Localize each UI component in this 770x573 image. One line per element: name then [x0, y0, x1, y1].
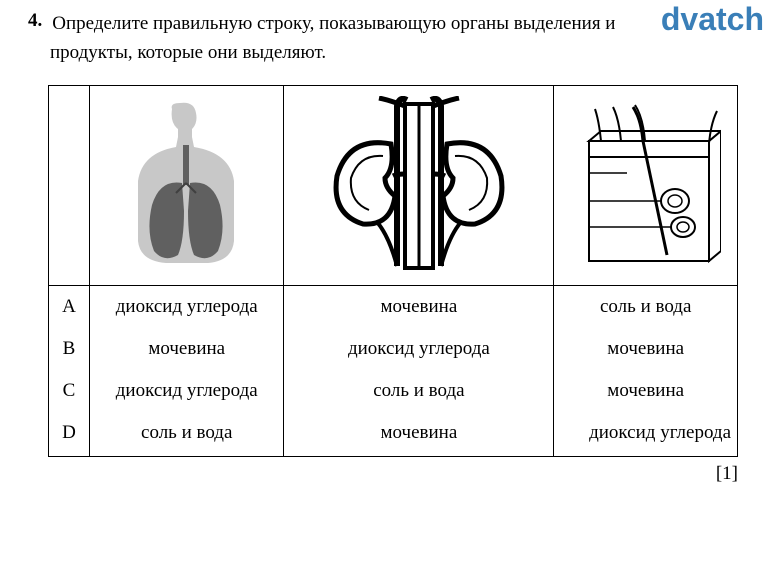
question-line1: Определите правильную строку, показывающ…: [52, 13, 615, 34]
row-letter: D: [49, 412, 90, 457]
cell-a3: соль и вода: [554, 286, 738, 329]
question-block: 4. Определите правильную строку, показыв…: [0, 0, 770, 67]
cell-d1: соль и вода: [90, 412, 284, 457]
question-number: 4.: [28, 10, 42, 32]
cell-a2: мочевина: [284, 286, 554, 329]
organ-image-skin: [554, 86, 738, 286]
cell-b3: мочевина: [554, 328, 738, 370]
row-letter: A: [49, 286, 90, 329]
cell-c3: мочевина: [554, 370, 738, 412]
question-text: Определите правильную строку, показывающ…: [50, 10, 730, 67]
row-letter: B: [49, 328, 90, 370]
organ-image-lungs: [90, 86, 284, 286]
mark-value: [1]: [0, 463, 770, 485]
cell-b2: диоксид углерода: [284, 328, 554, 370]
header-empty: [49, 86, 90, 286]
question-line2: продукты, которые они выделяют.: [50, 42, 326, 63]
cell-d3: диоксид углерода: [554, 412, 738, 457]
row-letter: C: [49, 370, 90, 412]
cell-a1: диоксид углерода: [90, 286, 284, 329]
cell-b1: мочевина: [90, 328, 284, 370]
cell-d2: мочевина: [284, 412, 554, 457]
cell-c2: соль и вода: [284, 370, 554, 412]
cell-c1: диоксид углерода: [90, 370, 284, 412]
organ-image-kidneys: [284, 86, 554, 286]
answer-table: A диоксид углерода мочевина соль и вода …: [48, 85, 738, 457]
watermark-text: dvatch: [661, 1, 764, 38]
